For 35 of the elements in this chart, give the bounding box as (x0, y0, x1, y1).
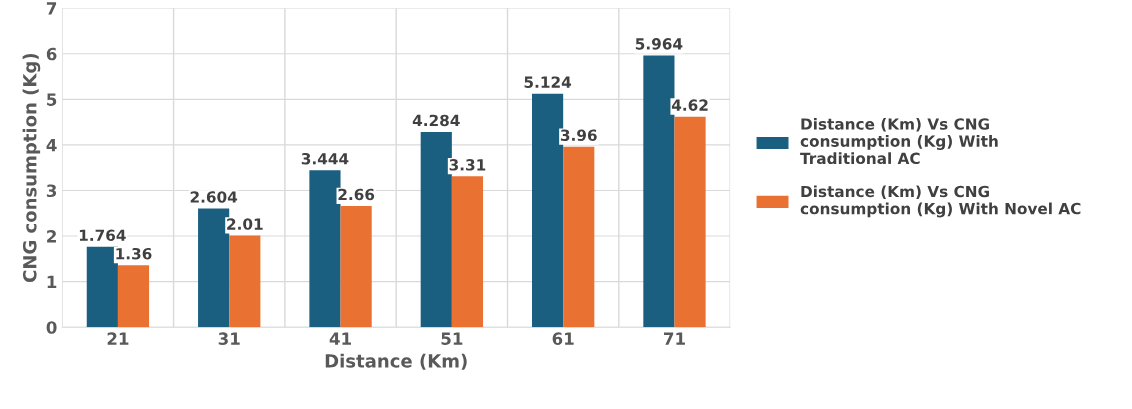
data-label: 4.62 (671, 99, 708, 111)
data-label: 2.66 (338, 188, 375, 201)
x-tick-label: 21 (107, 332, 129, 345)
y-axis-title: CNG consumption (Kg) (22, 53, 41, 283)
y-tick-label: 7 (46, 2, 57, 15)
data-label: 5.964 (635, 38, 683, 50)
bar (340, 205, 372, 328)
y-tick-label: 6 (46, 47, 57, 61)
data-label: 1.764 (79, 229, 126, 242)
bar (86, 246, 118, 328)
x-tick-label: 51 (441, 332, 463, 345)
y-tick-label: 3 (46, 184, 57, 198)
y-tick-label: 2 (47, 230, 56, 243)
bar (117, 265, 150, 328)
bar (229, 235, 261, 328)
data-label: 3.31 (449, 159, 486, 171)
y-tick-label: 5 (47, 93, 57, 106)
data-label: 1.36 (116, 247, 152, 260)
x-tick-label: 41 (329, 332, 351, 345)
x-tick-label: 71 (664, 332, 685, 345)
data-label: 2.604 (190, 191, 238, 203)
y-tick-label: 1 (47, 275, 57, 288)
legend-label: Distance (Km) Vs CNG consumption (Kg) With Traditional AC (800, 117, 998, 165)
legend-label: Distance (Km) Vs CNG consumption (Kg) With Novel AC (800, 185, 1081, 218)
x-tick-label: 31 (218, 332, 240, 345)
data-label: 3.444 (301, 152, 349, 165)
bar (451, 176, 484, 328)
y-tick-label: 4 (46, 139, 57, 152)
x-tick-label: 61 (552, 332, 574, 345)
data-label: 5.124 (524, 76, 572, 88)
data-label: 4.284 (412, 114, 460, 127)
data-label: 3.96 (560, 129, 597, 141)
data-label: 2.01 (227, 218, 263, 230)
x-axis-title: Distance (Km) (325, 353, 467, 370)
y-tick-label: 0 (46, 321, 57, 334)
